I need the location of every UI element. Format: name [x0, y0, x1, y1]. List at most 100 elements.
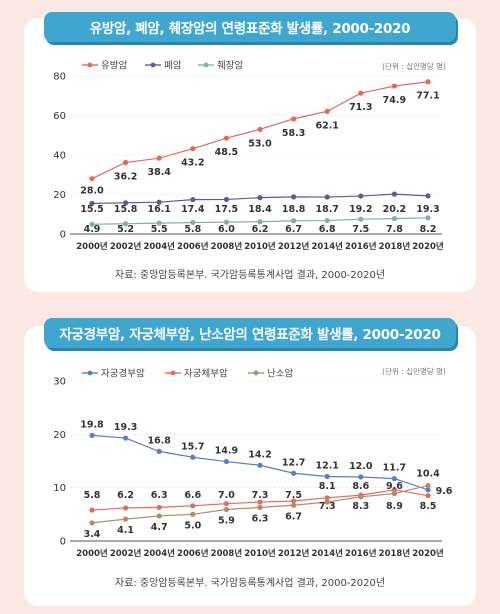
- chart1-data-label: 7.5: [352, 224, 369, 235]
- chart1-data-point: [324, 194, 330, 200]
- chart1-x-tick-label: 2014년: [311, 241, 343, 252]
- chart2-data-label: 12.7: [282, 457, 305, 468]
- chart1-data-label: 74.9: [383, 95, 406, 106]
- chart2-data-label: 11.7: [383, 463, 406, 474]
- chart2-data-label: 16.8: [147, 435, 171, 446]
- chart1-data-point: [223, 219, 229, 225]
- chart2-data-point: [190, 454, 196, 460]
- chart1-x-tick-label: 2020년: [412, 241, 444, 252]
- chart2-legend-label: 자궁경부암: [101, 368, 145, 380]
- chart2-data-label: 8.5: [420, 501, 437, 512]
- chart-2-title: 자궁경부암, 자궁체부암, 난소암의 연령표준화 발생률, 2000-2020: [44, 318, 456, 348]
- chart2-data-label: 7.3: [252, 490, 269, 501]
- chart1-data-point: [89, 221, 95, 227]
- chart2-series-line: [91, 434, 429, 491]
- chart1-data-label: 4.9: [84, 224, 101, 235]
- chart2-data-label: 7.0: [218, 490, 235, 501]
- chart1-x-tick-label: 2012년: [278, 241, 310, 252]
- chart1-data-label: 18.4: [248, 204, 272, 215]
- chart-2-source: 자료: 중앙암등록본부. 국가암등록통계사업 결과, 2000-2020년: [114, 578, 386, 589]
- chart-1-title: 유방암, 폐암, 췌장암의 연령표준화 발생률, 2000-2020: [44, 12, 456, 42]
- chart2-legend-marker: [170, 370, 176, 376]
- chart1-data-point: [89, 176, 95, 182]
- chart2-data-label: 19.8: [80, 419, 104, 430]
- chart2-data-label: 4.7: [151, 522, 168, 533]
- chart1-x-tick-label: 2002년: [110, 241, 142, 252]
- chart2-data-point: [89, 507, 95, 513]
- chart1-data-label: 77.1: [416, 91, 439, 102]
- chart2-data-point: [291, 498, 297, 504]
- chart2-data-label: 5.9: [218, 516, 235, 527]
- chart1-data-point: [223, 196, 229, 203]
- chart1-data-label: 58.3: [282, 128, 305, 139]
- chart1-data-label: 20.2: [383, 204, 406, 215]
- chart2-legend-marker: [87, 370, 93, 376]
- chart2-x-tick-label: 2008년: [211, 548, 243, 559]
- chart2-unit-note: (단위 : 십만명당 명): [382, 366, 446, 376]
- chart1-data-point: [156, 199, 162, 205]
- chart1-data-point: [425, 193, 431, 199]
- chart1-x-tick-label: 2006년: [177, 241, 209, 252]
- chart2-x-tick-label: 2010년: [244, 548, 276, 559]
- chart1-data-label: 18.7: [315, 204, 338, 215]
- chart1-data-point: [190, 197, 196, 203]
- chart1-data-point: [257, 195, 263, 201]
- chart1-data-label: 19.2: [349, 204, 372, 215]
- chart2-y-tick-label: 30: [53, 377, 66, 388]
- chart1-data-label: 17.4: [181, 204, 205, 215]
- chart2-data-point: [156, 448, 162, 454]
- chart1-data-point: [156, 220, 162, 226]
- chart2-data-label: 12.1: [315, 460, 338, 471]
- chart2-y-tick-label: 10: [53, 483, 66, 494]
- chart2-data-point: [89, 520, 95, 526]
- chart1-y-tick-label: 80: [53, 72, 66, 83]
- chart1-data-label: 6.0: [218, 224, 235, 235]
- chart2-data-label: 3.4: [84, 529, 101, 540]
- chart2-data-point: [291, 470, 297, 476]
- chart2-data-label: 6.3: [151, 490, 168, 501]
- chart2-data-point: [391, 476, 397, 482]
- chart1-legend-label: 폐암: [164, 60, 182, 72]
- chart2-data-point: [358, 474, 364, 480]
- chart2-data-label: 10.4: [416, 469, 440, 480]
- chart2-data-point: [425, 482, 431, 489]
- chart2-x-tick-label: 2006년: [177, 548, 209, 559]
- chart1-data-label: 62.1: [315, 120, 338, 131]
- chart2-x-tick-label: 2016년: [345, 548, 377, 559]
- chart2-data-point: [89, 432, 95, 438]
- chart1-data-label: 5.5: [151, 224, 168, 235]
- chart1-data-point: [391, 83, 397, 89]
- chart2-data-label: 9.6: [386, 481, 403, 492]
- chart1-data-point: [123, 221, 129, 227]
- chart2-data-label: 8.3: [352, 501, 369, 512]
- chart1-data-point: [291, 194, 297, 200]
- chart1-data-label: 28.0: [80, 186, 104, 197]
- chart2-data-point: [425, 487, 431, 493]
- chart1-data-label: 8.2: [420, 224, 437, 235]
- chart1-x-tick-label: 2000년: [76, 241, 108, 252]
- chart2-data-point: [123, 435, 129, 441]
- chart2-y-tick-label: 20: [53, 430, 66, 441]
- chart2-data-label: 7.5: [285, 490, 302, 501]
- chart1-data-point: [425, 79, 431, 85]
- chart1-legend-marker: [150, 62, 156, 68]
- chart1-data-label: 18.8: [282, 204, 306, 215]
- chart1-data-label: 5.2: [117, 224, 134, 235]
- chart2-data-point: [156, 513, 162, 519]
- chart2-data-label: 8.9: [386, 501, 403, 512]
- chart1-data-point: [89, 200, 95, 206]
- chart2-data-point: [190, 511, 196, 517]
- chart1-data-point: [223, 135, 229, 141]
- chart1-x-tick-label: 2010년: [244, 241, 276, 252]
- chart2-data-label: 15.7: [181, 441, 204, 452]
- chart-1-source: 자료: 중앙암등록본부. 국가암등록통계사업 결과, 2000-2020년: [114, 270, 386, 281]
- chart1-data-label: 17.5: [215, 204, 238, 215]
- chart2-data-point: [291, 502, 297, 508]
- chart1-x-tick-label: 2018년: [379, 241, 411, 252]
- chart2-x-tick-label: 2018년: [379, 548, 411, 559]
- chart1-legend-marker: [203, 62, 209, 68]
- chart1-data-point: [291, 218, 297, 224]
- chart1-y-tick-label: 0: [60, 230, 66, 241]
- chart1-data-label: 7.8: [386, 224, 403, 235]
